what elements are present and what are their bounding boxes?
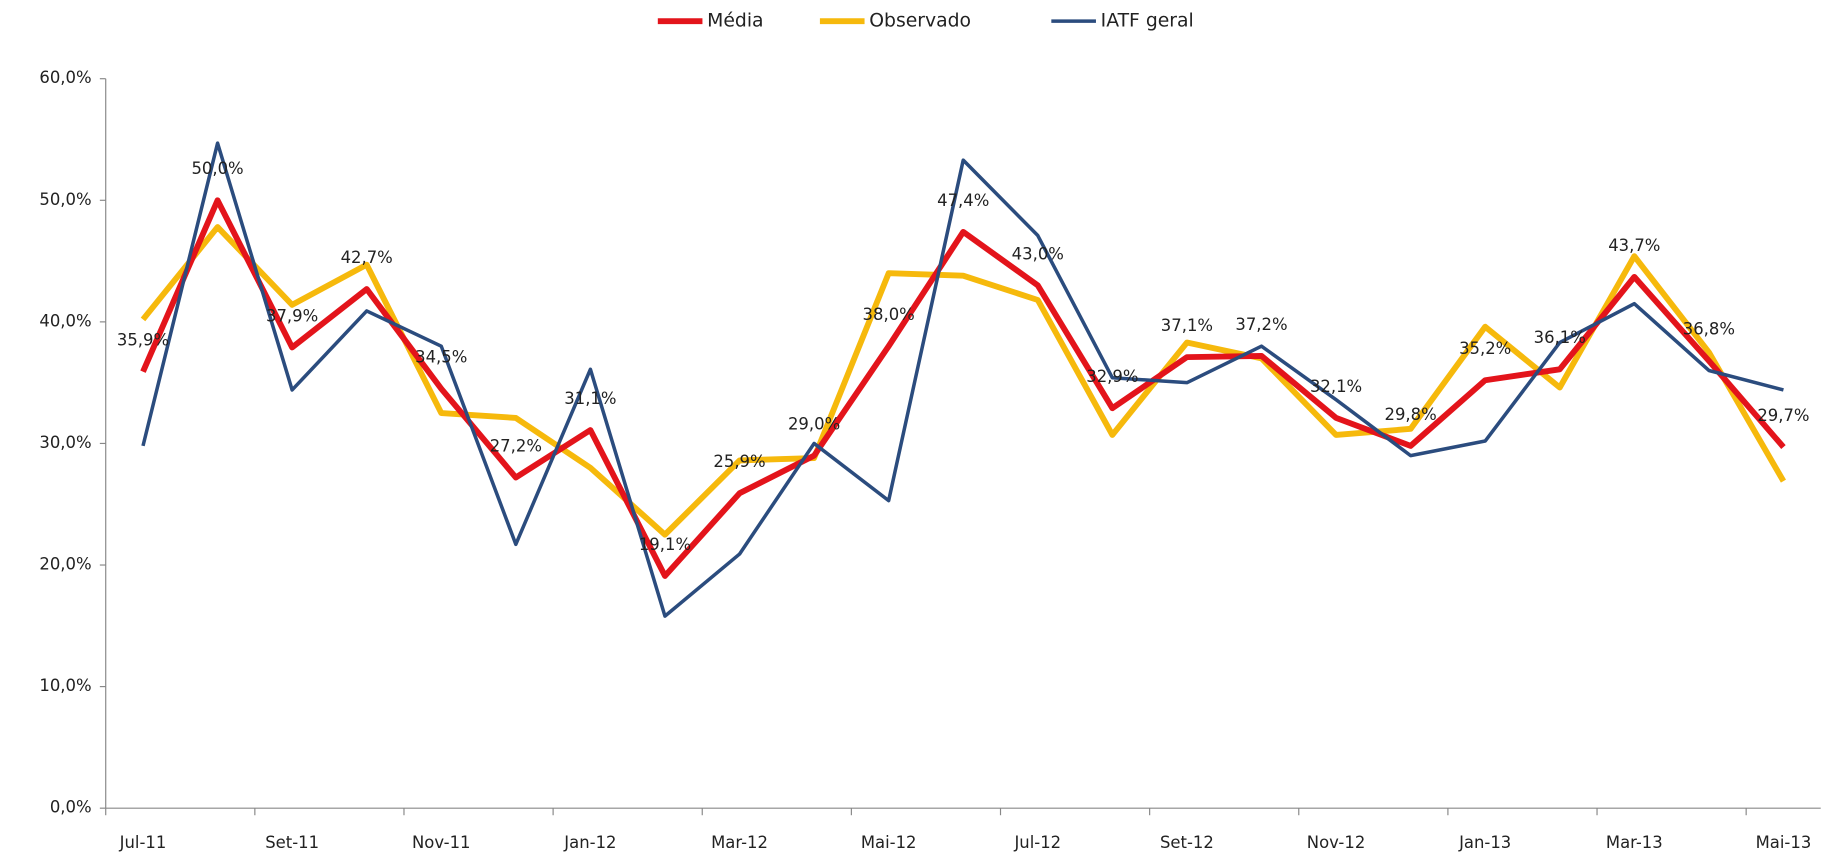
data-label: 36,8% [1683,320,1735,339]
data-label: 31,1% [564,389,616,408]
y-tick-label: 40,0% [39,311,91,330]
y-tick-label: 20,0% [39,555,91,574]
data-label: 36,1% [1534,328,1586,347]
data-label: 27,2% [490,436,542,455]
y-tick-label: 30,0% [39,433,91,452]
legend-label: Observado [869,11,971,32]
x-tick-label: Jul-11 [119,833,167,852]
data-label: 19,1% [639,535,691,554]
x-tick-label: Jan-13 [1458,833,1511,852]
data-label: 38,0% [863,305,915,324]
x-tick-label: Set-12 [1160,833,1214,852]
y-tick-label: 0,0% [50,798,92,817]
x-tick-label: Mar-12 [711,833,768,852]
y-tick-label: 10,0% [39,676,91,695]
series-line [140,224,1786,538]
data-label: 43,7% [1608,236,1660,255]
data-label: 37,2% [1235,315,1287,334]
series-line [141,141,1784,618]
x-tick-label: Mai-12 [861,833,917,852]
x-tick-label: Mai-13 [1756,833,1812,852]
data-label: 32,1% [1310,377,1362,396]
data-label: 42,7% [341,248,393,267]
data-label: 37,9% [266,306,318,325]
data-label: 25,9% [713,452,765,471]
legend-label: IATF geral [1101,11,1194,32]
x-tick-label: Nov-11 [412,833,471,852]
y-tick-label: 50,0% [39,190,91,209]
legend-label: Média [707,11,763,32]
y-tick-label: 60,0% [39,68,91,87]
series-line [140,197,1786,579]
data-label: 35,9% [117,331,169,350]
x-tick-label: Jul-12 [1013,833,1061,852]
data-label: 32,9% [1086,367,1138,386]
data-label: 37,1% [1161,316,1213,335]
x-tick-label: Set-11 [265,833,319,852]
data-label: 34,5% [415,348,467,367]
data-label: 43,0% [1012,244,1064,263]
data-label: 29,8% [1385,405,1437,424]
data-label: 47,4% [937,191,989,210]
data-label: 35,2% [1459,339,1511,358]
x-tick-label: Jan-12 [563,833,616,852]
x-tick-label: Nov-12 [1307,833,1366,852]
data-label: 29,7% [1757,406,1809,425]
data-label: 50,0% [191,159,243,178]
x-tick-label: Mar-13 [1606,833,1663,852]
data-label: 29,0% [788,415,840,434]
